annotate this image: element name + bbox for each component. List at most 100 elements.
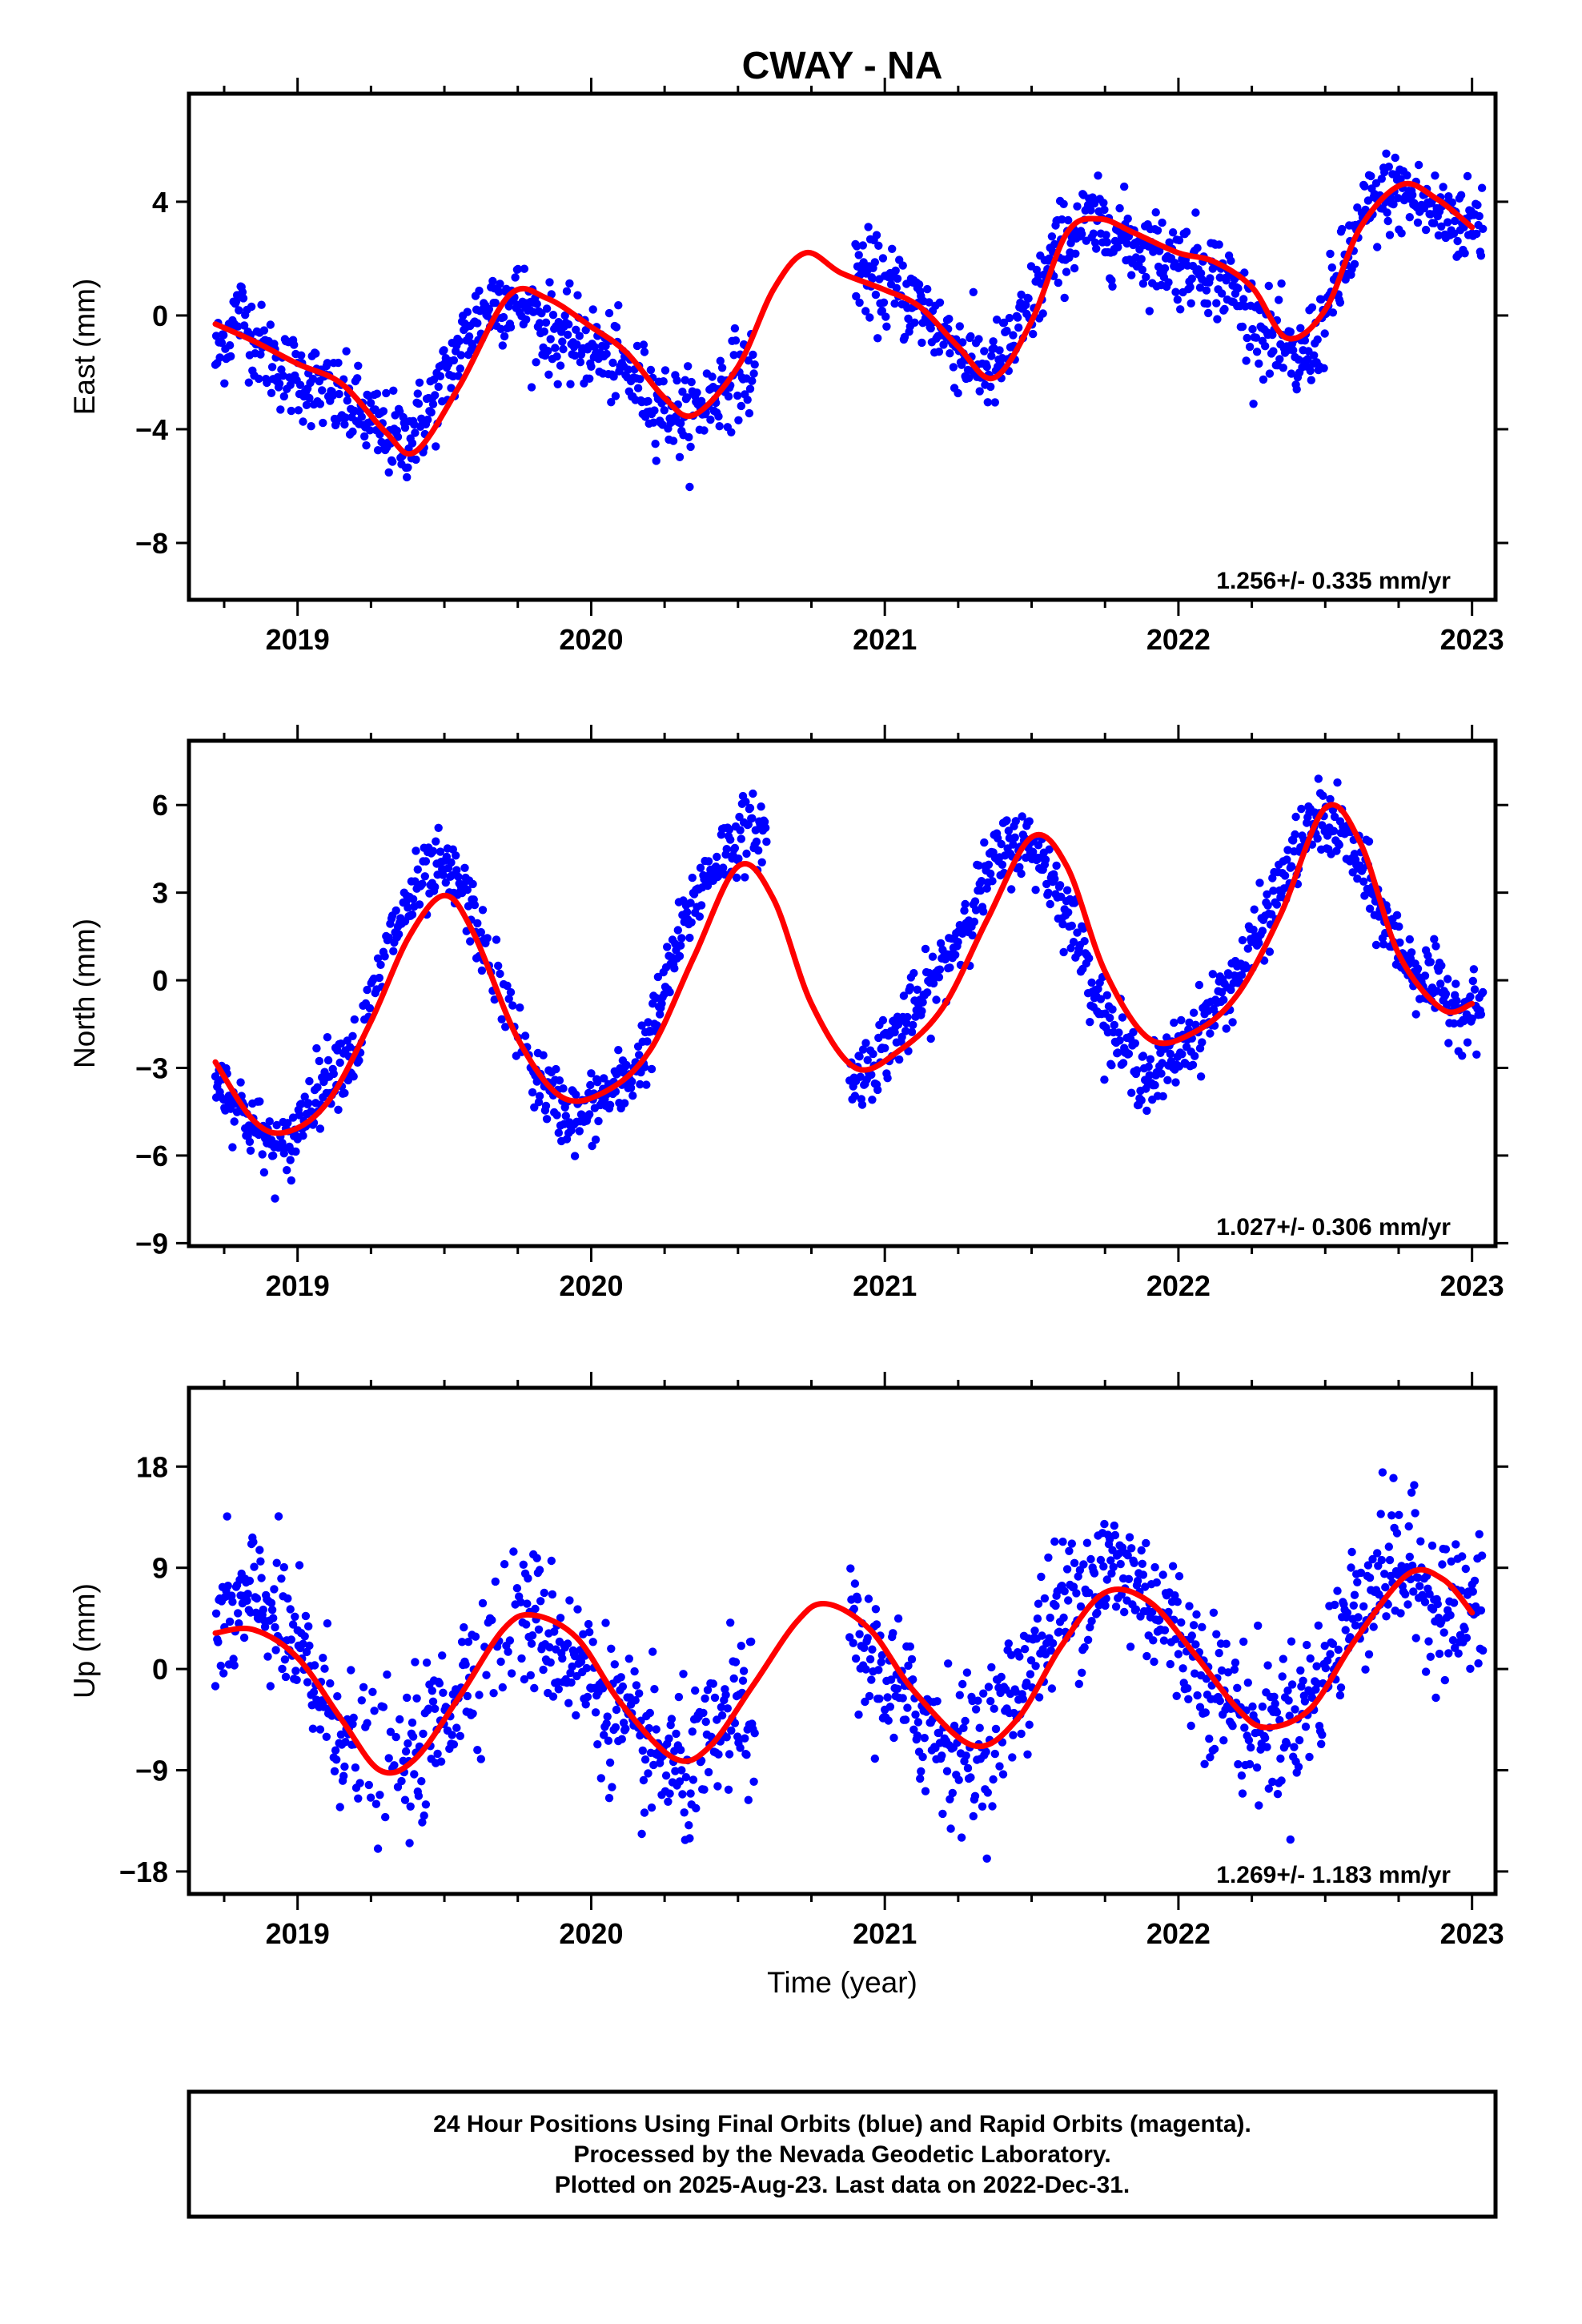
data-point (901, 1027, 910, 1035)
data-point (1037, 1572, 1046, 1582)
data-point (708, 372, 717, 381)
data-point (1046, 1613, 1054, 1622)
data-point (415, 900, 424, 909)
data-point (1086, 1018, 1094, 1027)
data-point (1138, 1051, 1148, 1060)
data-point (923, 284, 932, 294)
data-point (1114, 1550, 1123, 1558)
data-point (665, 987, 674, 997)
data-point (688, 873, 697, 883)
data-point (1046, 1646, 1056, 1655)
data-point (636, 1080, 644, 1089)
data-point (1365, 1574, 1375, 1582)
data-point (359, 1683, 368, 1691)
data-point (1106, 1556, 1115, 1565)
data-point (1283, 1686, 1292, 1695)
data-point (1452, 1540, 1460, 1549)
data-point (384, 468, 393, 477)
data-point (1017, 1729, 1026, 1739)
data-point (519, 1560, 528, 1570)
data-point (256, 1557, 265, 1566)
data-point (878, 254, 888, 263)
data-point (903, 1703, 912, 1712)
data-point (508, 1001, 517, 1010)
data-point (644, 1769, 652, 1778)
data-point (1404, 1522, 1413, 1531)
data-point (1089, 229, 1098, 238)
data-point (977, 877, 986, 886)
data-point (1365, 904, 1375, 913)
data-point (386, 1727, 396, 1736)
data-point (1058, 919, 1067, 929)
data-point (1326, 1650, 1335, 1659)
data-point (881, 312, 890, 321)
data-point (1231, 1659, 1240, 1667)
data-point (1114, 1028, 1123, 1037)
data-point (861, 1697, 869, 1707)
data-point (364, 1780, 373, 1790)
data-point (511, 273, 520, 282)
trend-line (212, 802, 1476, 1136)
data-point (1252, 1763, 1262, 1772)
data-point (1441, 989, 1451, 999)
data-point (1426, 1652, 1435, 1661)
data-point (1034, 841, 1043, 850)
data-point (345, 1043, 355, 1051)
data-point (1424, 1637, 1433, 1646)
data-point (665, 1789, 674, 1798)
data-point (304, 1099, 313, 1108)
data-point (572, 1711, 580, 1720)
data-point (556, 361, 565, 370)
data-point (1321, 1663, 1331, 1673)
data-point (1273, 1790, 1283, 1799)
data-point (744, 356, 753, 365)
data-point (677, 419, 685, 428)
data-point (633, 384, 643, 392)
data-point (1118, 1013, 1127, 1022)
data-point (503, 981, 512, 991)
data-point (229, 1655, 238, 1663)
data-point (211, 1682, 220, 1691)
data-point (1462, 1634, 1472, 1642)
data-point (1094, 984, 1102, 994)
data-point (724, 392, 733, 401)
data-point (737, 834, 745, 843)
data-point (1252, 348, 1262, 356)
data-point (466, 937, 475, 946)
data-point (541, 1101, 551, 1111)
data-point (971, 1705, 981, 1714)
data-point (415, 378, 424, 387)
data-point (269, 1614, 278, 1622)
data-point (644, 396, 652, 406)
data-point (371, 1799, 381, 1808)
data-point (279, 372, 287, 380)
data-point (1040, 1594, 1050, 1603)
data-point (219, 1669, 228, 1678)
data-point (488, 1615, 496, 1625)
data-point (223, 1582, 232, 1590)
data-point (1172, 1691, 1181, 1700)
data-point (1041, 855, 1050, 864)
data-point (1263, 901, 1272, 910)
data-point (1127, 1088, 1136, 1097)
data-point (660, 406, 669, 415)
data-point (1099, 1562, 1108, 1571)
data-point (535, 319, 544, 328)
data-point (1333, 778, 1342, 787)
data-point (1250, 905, 1259, 914)
data-point (903, 1012, 912, 1022)
data-point (1114, 1048, 1122, 1057)
data-point (461, 1660, 470, 1669)
data-point (591, 1708, 600, 1717)
data-point (917, 338, 926, 348)
data-point (1323, 1656, 1332, 1665)
data-point (1083, 1635, 1093, 1644)
data-point (637, 1829, 646, 1839)
data-point (1439, 183, 1447, 191)
data-point (403, 1693, 412, 1703)
data-point (1341, 1626, 1350, 1634)
data-point (463, 1691, 472, 1701)
data-point (607, 1644, 616, 1653)
data-point (1164, 278, 1173, 287)
data-point (1421, 225, 1431, 235)
